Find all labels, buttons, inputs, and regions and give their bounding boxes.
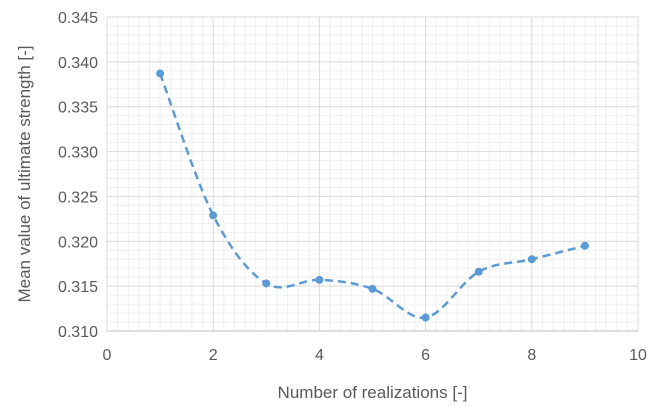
x-tick-label: 2	[209, 347, 218, 364]
data-point	[368, 284, 377, 293]
y-tick-label: 0.310	[58, 324, 98, 341]
minor-gridlines	[107, 17, 638, 331]
y-tick-label: 0.325	[58, 189, 98, 206]
data-point	[315, 275, 324, 284]
data-point	[527, 255, 536, 264]
y-tick-label: 0.320	[58, 234, 98, 251]
x-axis-title: Number of realizations [-]	[278, 383, 468, 402]
x-tick-label: 6	[421, 347, 430, 364]
x-tick-label: 10	[629, 347, 647, 364]
data-point	[421, 313, 430, 322]
x-axis-ticks: 0 2 4 6 8 10	[103, 347, 647, 364]
y-tick-label: 0.315	[58, 279, 98, 296]
data-point	[580, 241, 589, 250]
y-tick-label: 0.340	[58, 55, 98, 72]
data-point	[156, 69, 165, 78]
data-point	[474, 267, 483, 276]
y-axis-title: Mean value of ultimate strength [-]	[15, 45, 34, 302]
data-point	[209, 211, 218, 220]
x-tick-label: 4	[315, 347, 324, 364]
data-points	[156, 69, 589, 322]
major-gridlines	[106, 16, 639, 331]
data-point	[262, 279, 271, 288]
x-tick-label: 8	[527, 347, 536, 364]
series-line	[158, 73, 586, 319]
y-tick-label: 0.330	[58, 145, 98, 162]
x-tick-label: 0	[103, 347, 112, 364]
y-tick-label: 0.345	[58, 10, 98, 27]
y-tick-label: 0.335	[58, 100, 98, 117]
y-axis-ticks: 0.310 0.315 0.320 0.325 0.330 0.335 0.340 0.345	[58, 10, 98, 341]
